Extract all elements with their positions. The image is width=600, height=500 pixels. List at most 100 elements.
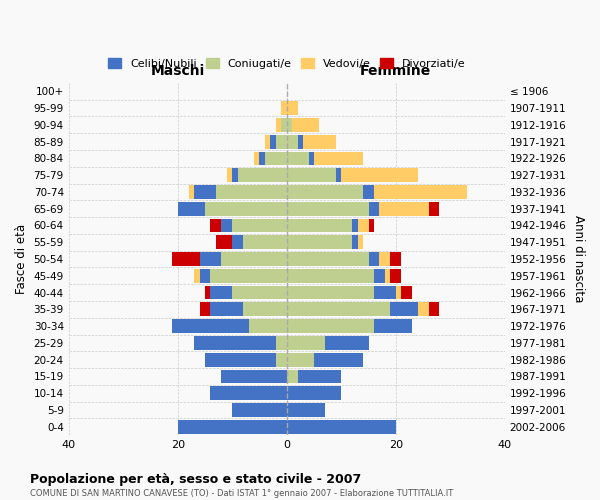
Bar xyxy=(211,302,243,316)
Bar xyxy=(287,420,396,434)
Bar xyxy=(287,336,325,350)
Bar xyxy=(298,370,341,384)
Y-axis label: Fasce di età: Fasce di età xyxy=(15,224,28,294)
Bar xyxy=(287,403,325,417)
Bar xyxy=(216,236,232,249)
Bar xyxy=(276,118,281,132)
Text: Femmine: Femmine xyxy=(360,64,431,78)
Bar xyxy=(281,118,287,132)
Bar xyxy=(287,236,352,249)
Bar xyxy=(391,302,418,316)
Bar xyxy=(341,168,418,182)
Bar xyxy=(172,252,200,266)
Bar xyxy=(243,302,287,316)
Text: COMUNE DI SAN MARTINO CANAVESE (TO) - Dati ISTAT 1° gennaio 2007 - Elaborazione : COMUNE DI SAN MARTINO CANAVESE (TO) - Da… xyxy=(30,489,453,498)
Bar xyxy=(276,135,287,148)
Bar xyxy=(271,135,276,148)
Bar xyxy=(188,185,194,199)
Bar xyxy=(336,168,341,182)
Bar xyxy=(172,320,248,333)
Bar xyxy=(287,218,352,232)
Bar xyxy=(248,320,287,333)
Y-axis label: Anni di nascita: Anni di nascita xyxy=(572,216,585,302)
Bar xyxy=(352,218,358,232)
Bar xyxy=(287,118,292,132)
Bar xyxy=(374,269,385,282)
Bar xyxy=(211,386,287,400)
Bar xyxy=(368,202,379,215)
Text: Popolazione per età, sesso e stato civile - 2007: Popolazione per età, sesso e stato civil… xyxy=(30,472,361,486)
Bar xyxy=(303,135,336,148)
Bar xyxy=(287,370,298,384)
Bar xyxy=(358,218,368,232)
Bar xyxy=(352,236,358,249)
Bar xyxy=(287,101,298,115)
Bar xyxy=(211,218,221,232)
Bar xyxy=(287,185,363,199)
Bar xyxy=(232,286,287,300)
Bar xyxy=(227,168,232,182)
Bar xyxy=(287,168,336,182)
Bar xyxy=(200,269,211,282)
Bar xyxy=(200,252,221,266)
Legend: Celibi/Nubili, Coniugati/e, Vedovi/e, Divorziati/e: Celibi/Nubili, Coniugati/e, Vedovi/e, Di… xyxy=(103,54,470,73)
Bar xyxy=(314,152,363,166)
Bar xyxy=(374,286,396,300)
Bar xyxy=(385,269,391,282)
Bar xyxy=(259,152,265,166)
Bar xyxy=(254,152,259,166)
Text: Maschi: Maschi xyxy=(151,64,205,78)
Bar xyxy=(363,185,374,199)
Bar xyxy=(308,152,314,166)
Bar xyxy=(205,202,287,215)
Bar xyxy=(314,353,363,366)
Bar xyxy=(374,185,467,199)
Bar xyxy=(276,336,287,350)
Bar xyxy=(194,185,216,199)
Bar xyxy=(368,252,379,266)
Bar xyxy=(211,286,232,300)
Bar xyxy=(287,269,374,282)
Bar xyxy=(265,152,287,166)
Bar xyxy=(287,302,391,316)
Bar xyxy=(418,302,428,316)
Bar xyxy=(243,236,287,249)
Bar xyxy=(194,336,276,350)
Bar xyxy=(428,302,439,316)
Bar xyxy=(205,286,211,300)
Bar xyxy=(396,286,401,300)
Bar xyxy=(287,252,368,266)
Bar xyxy=(287,152,308,166)
Bar xyxy=(368,218,374,232)
Bar xyxy=(216,185,287,199)
Bar xyxy=(232,403,287,417)
Bar xyxy=(379,202,428,215)
Bar xyxy=(428,202,439,215)
Bar xyxy=(287,353,314,366)
Bar xyxy=(221,370,287,384)
Bar xyxy=(287,135,298,148)
Bar xyxy=(238,168,287,182)
Bar xyxy=(221,218,232,232)
Bar xyxy=(178,420,287,434)
Bar xyxy=(287,202,368,215)
Bar xyxy=(232,168,238,182)
Bar xyxy=(265,135,271,148)
Bar xyxy=(292,118,319,132)
Bar xyxy=(379,252,391,266)
Bar xyxy=(287,320,374,333)
Bar xyxy=(281,101,287,115)
Bar xyxy=(178,202,205,215)
Bar xyxy=(401,286,412,300)
Bar xyxy=(232,218,287,232)
Bar xyxy=(298,135,303,148)
Bar xyxy=(232,236,243,249)
Bar xyxy=(287,386,341,400)
Bar xyxy=(205,353,276,366)
Bar xyxy=(221,252,287,266)
Bar xyxy=(194,269,200,282)
Bar xyxy=(287,286,374,300)
Bar xyxy=(200,302,211,316)
Bar xyxy=(211,269,287,282)
Bar xyxy=(391,252,401,266)
